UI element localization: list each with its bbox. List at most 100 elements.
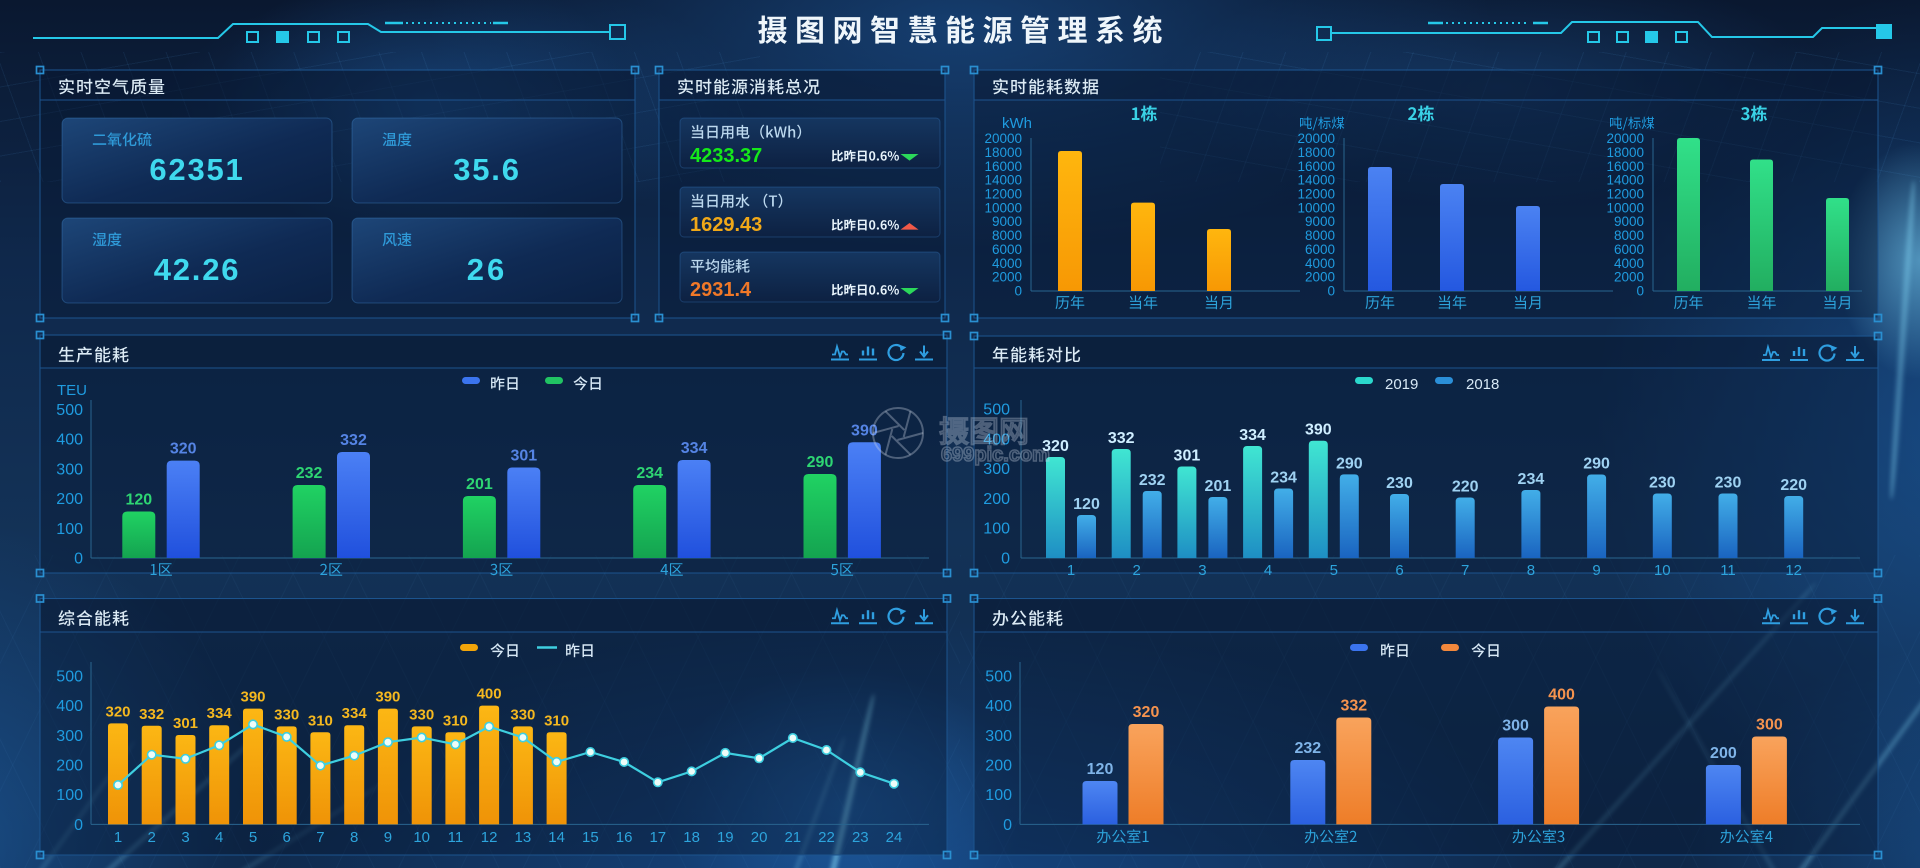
svg-text:4: 4 bbox=[215, 829, 223, 846]
svg-text:12000: 12000 bbox=[1297, 187, 1335, 202]
svg-text:1629.43: 1629.43 bbox=[690, 214, 762, 236]
svg-text:20000: 20000 bbox=[984, 131, 1022, 146]
svg-text:8: 8 bbox=[350, 829, 358, 846]
svg-text:4000: 4000 bbox=[1305, 256, 1335, 271]
svg-text:22: 22 bbox=[818, 829, 835, 846]
svg-text:6: 6 bbox=[283, 829, 291, 846]
svg-text:2018: 2018 bbox=[1466, 376, 1499, 393]
svg-text:334: 334 bbox=[681, 440, 708, 457]
svg-text:310: 310 bbox=[443, 712, 468, 729]
svg-text:16: 16 bbox=[616, 829, 633, 846]
svg-text:300: 300 bbox=[1502, 718, 1529, 735]
svg-text:332: 332 bbox=[1108, 430, 1135, 447]
svg-text:10: 10 bbox=[1654, 562, 1671, 579]
svg-text:14000: 14000 bbox=[984, 173, 1022, 188]
svg-text:220: 220 bbox=[1780, 477, 1807, 494]
svg-text:6000: 6000 bbox=[992, 242, 1022, 257]
svg-text:1: 1 bbox=[1067, 562, 1075, 579]
svg-text:201: 201 bbox=[466, 476, 493, 493]
svg-text:120: 120 bbox=[1073, 496, 1100, 513]
svg-text:9000: 9000 bbox=[1305, 214, 1335, 229]
svg-text:500: 500 bbox=[985, 668, 1012, 685]
svg-text:11: 11 bbox=[448, 829, 464, 846]
svg-text:8000: 8000 bbox=[992, 228, 1022, 243]
svg-text:24: 24 bbox=[886, 829, 903, 846]
svg-text:100: 100 bbox=[985, 787, 1012, 804]
svg-text:300: 300 bbox=[56, 728, 83, 745]
svg-text:201: 201 bbox=[1205, 478, 1232, 495]
svg-text:23: 23 bbox=[852, 829, 869, 846]
svg-text:334: 334 bbox=[1239, 427, 1266, 444]
svg-text:2019: 2019 bbox=[1385, 376, 1418, 393]
svg-text:0: 0 bbox=[1001, 551, 1010, 568]
svg-text:TEU: TEU bbox=[57, 382, 87, 399]
svg-text:310: 310 bbox=[308, 712, 333, 729]
svg-text:4: 4 bbox=[1264, 562, 1272, 579]
svg-text:200: 200 bbox=[985, 758, 1012, 775]
svg-text:14000: 14000 bbox=[1606, 173, 1644, 188]
svg-text:320: 320 bbox=[1042, 438, 1069, 455]
svg-text:200: 200 bbox=[1710, 745, 1737, 762]
svg-text:220: 220 bbox=[1452, 479, 1479, 496]
svg-text:290: 290 bbox=[1583, 456, 1610, 473]
svg-text:4233.37: 4233.37 bbox=[690, 145, 762, 167]
svg-text:234: 234 bbox=[1270, 470, 1297, 487]
svg-text:6: 6 bbox=[1395, 562, 1403, 579]
svg-text:200: 200 bbox=[56, 758, 83, 775]
svg-text:390: 390 bbox=[851, 422, 878, 439]
svg-text:62351: 62351 bbox=[149, 152, 244, 187]
svg-text:35.6: 35.6 bbox=[453, 152, 521, 187]
svg-text:699pic.com: 699pic.com bbox=[941, 444, 1050, 466]
svg-text:19: 19 bbox=[717, 829, 734, 846]
svg-text:0: 0 bbox=[1327, 284, 1335, 299]
svg-text:9000: 9000 bbox=[992, 214, 1022, 229]
svg-text:17: 17 bbox=[649, 829, 666, 846]
svg-text:20000: 20000 bbox=[1606, 131, 1644, 146]
svg-text:320: 320 bbox=[105, 703, 130, 720]
svg-text:18: 18 bbox=[683, 829, 700, 846]
svg-text:330: 330 bbox=[510, 706, 535, 723]
svg-text:9000: 9000 bbox=[1614, 214, 1644, 229]
svg-text:332: 332 bbox=[1340, 698, 1367, 715]
svg-text:7: 7 bbox=[316, 829, 324, 846]
svg-text:120: 120 bbox=[125, 492, 152, 509]
svg-text:320: 320 bbox=[1133, 704, 1160, 721]
svg-text:500: 500 bbox=[56, 668, 83, 685]
svg-text:400: 400 bbox=[1548, 687, 1575, 704]
svg-text:500: 500 bbox=[983, 402, 1010, 419]
svg-text:400: 400 bbox=[56, 698, 83, 715]
svg-text:234: 234 bbox=[1518, 471, 1545, 488]
svg-text:5: 5 bbox=[1330, 562, 1338, 579]
svg-text:232: 232 bbox=[1139, 472, 1166, 489]
svg-text:100: 100 bbox=[56, 787, 83, 804]
svg-text:310: 310 bbox=[544, 712, 569, 729]
svg-text:390: 390 bbox=[240, 689, 265, 706]
svg-text:2: 2 bbox=[148, 829, 156, 846]
svg-text:26: 26 bbox=[467, 252, 507, 287]
svg-text:12000: 12000 bbox=[984, 187, 1022, 202]
svg-text:0: 0 bbox=[1014, 284, 1022, 299]
svg-text:14000: 14000 bbox=[1297, 173, 1335, 188]
svg-text:290: 290 bbox=[807, 454, 834, 471]
svg-text:10: 10 bbox=[413, 829, 430, 846]
svg-text:2000: 2000 bbox=[1614, 270, 1644, 285]
svg-text:390: 390 bbox=[375, 689, 400, 706]
svg-text:1: 1 bbox=[114, 829, 122, 846]
svg-text:230: 230 bbox=[1386, 475, 1413, 492]
svg-text:200: 200 bbox=[983, 491, 1010, 508]
svg-text:3: 3 bbox=[181, 829, 189, 846]
svg-text:20: 20 bbox=[751, 829, 768, 846]
svg-text:10000: 10000 bbox=[1606, 200, 1644, 215]
svg-text:kWh: kWh bbox=[1002, 115, 1032, 132]
svg-text:4000: 4000 bbox=[992, 256, 1022, 271]
svg-text:301: 301 bbox=[510, 448, 537, 465]
svg-text:100: 100 bbox=[56, 521, 83, 538]
svg-text:330: 330 bbox=[274, 706, 299, 723]
svg-text:200: 200 bbox=[56, 491, 83, 508]
svg-text:0: 0 bbox=[1003, 817, 1012, 834]
svg-text:8000: 8000 bbox=[1305, 228, 1335, 243]
svg-text:3: 3 bbox=[1198, 562, 1206, 579]
svg-text:0: 0 bbox=[1636, 284, 1644, 299]
svg-text:12: 12 bbox=[481, 829, 498, 846]
svg-text:10000: 10000 bbox=[984, 200, 1022, 215]
